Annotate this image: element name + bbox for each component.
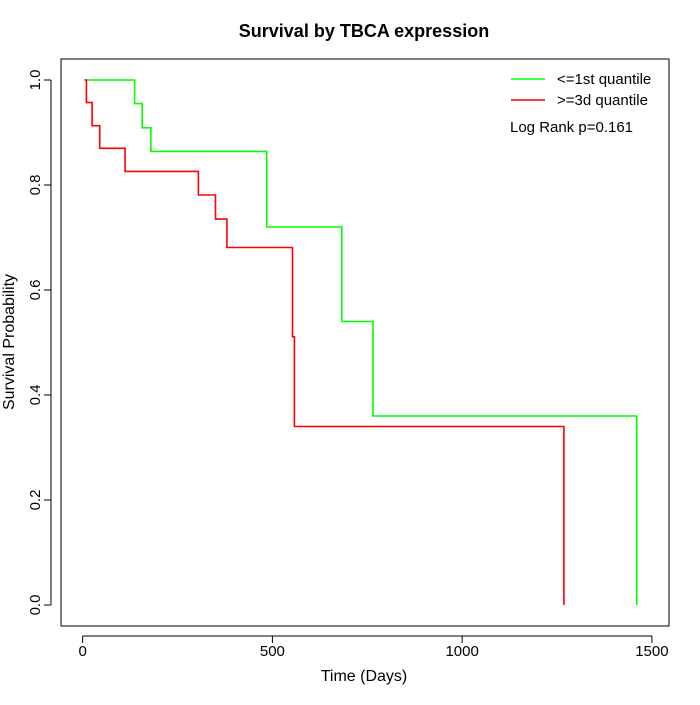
series-layer [84,79,638,605]
log-rank-annotation: Log Rank p=0.161 [510,119,633,136]
y-tick-label: 0.4 [27,385,44,406]
x-tick-label: 1000 [445,643,478,660]
y-axis: 0.0 0.2 0.4 0.6 0.8 1.0 [27,70,52,616]
series-line-2 [84,79,565,605]
y-tick-label: 0.6 [27,280,44,301]
legend-label-1: <=1st quantile [557,71,651,88]
legend-label-2: >=3d quantile [557,92,648,109]
y-tick-label: 0.0 [27,595,44,616]
x-tick-label: 1500 [635,643,668,660]
x-tick-label: 500 [260,643,285,660]
y-tick-label: 1.0 [27,70,44,91]
y-tick-label: 0.2 [27,490,44,511]
x-tick-label: 0 [78,643,86,660]
y-axis-label: Survival Probability [1,274,18,410]
series-line-1 [84,79,638,605]
x-axis-label: Time (Days) [321,668,408,685]
y-tick-label: 0.8 [27,175,44,196]
x-axis: 0 500 1000 1500 [78,635,669,660]
chart-title: Survival by TBCA expression [239,21,489,41]
legend: <=1st quantile >=3d quantile [511,71,651,109]
plot-frame [60,58,670,627]
